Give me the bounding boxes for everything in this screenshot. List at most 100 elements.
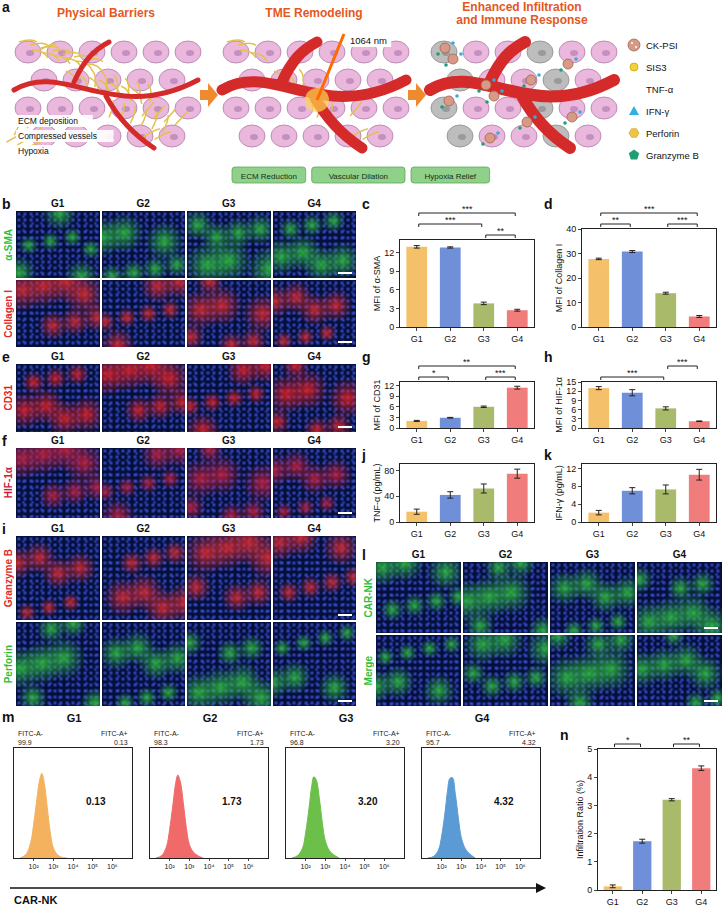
- svg-text:0: 0: [389, 322, 394, 332]
- svg-text:G4: G4: [693, 334, 705, 344]
- svg-text:3: 3: [571, 414, 576, 424]
- svg-text:10⁵: 10⁵: [223, 863, 234, 870]
- svg-text:G2: G2: [626, 435, 638, 445]
- svg-text:Granzyme B: Granzyme B: [646, 150, 699, 161]
- svg-text:0: 0: [587, 885, 592, 895]
- svg-text:0: 0: [571, 322, 576, 332]
- svg-text:***: ***: [627, 368, 638, 378]
- svg-text:G1: G1: [411, 529, 423, 539]
- svg-text:6: 6: [389, 285, 394, 295]
- svg-text:10⁴: 10⁴: [340, 863, 351, 870]
- svg-text:***: ***: [495, 368, 506, 378]
- svg-text:Vascular Dilation: Vascular Dilation: [329, 172, 388, 181]
- svg-text:Enhanced Infiltration: Enhanced Infiltration: [462, 0, 581, 14]
- svg-text:1.73: 1.73: [222, 796, 242, 807]
- svg-text:SIS3: SIS3: [646, 62, 667, 73]
- svg-text:4.32: 4.32: [494, 796, 514, 807]
- svg-text:CK-PSI: CK-PSI: [646, 40, 678, 51]
- svg-text:G1: G1: [593, 435, 605, 445]
- svg-text:Perforin: Perforin: [646, 128, 679, 139]
- svg-text:10⁶: 10⁶: [107, 863, 118, 870]
- svg-text:9: 9: [389, 266, 394, 276]
- svg-text:10²: 10²: [29, 863, 40, 870]
- svg-text:30: 30: [566, 249, 576, 259]
- svg-text:10²: 10²: [301, 863, 312, 870]
- svg-text:20: 20: [566, 273, 576, 283]
- svg-text:TNF-α (pg/mL): TNF-α (pg/mL): [372, 463, 382, 522]
- svg-text:G3: G3: [660, 334, 672, 344]
- svg-text:10²: 10²: [165, 863, 176, 870]
- svg-text:G1: G1: [411, 334, 423, 344]
- svg-text:**: **: [612, 215, 620, 225]
- svg-text:***: ***: [462, 204, 473, 214]
- svg-text:10: 10: [566, 298, 576, 308]
- svg-text:G4: G4: [693, 435, 705, 445]
- svg-text:G2: G2: [626, 334, 638, 344]
- svg-text:Infiltration Ratio (%): Infiltration Ratio (%): [575, 780, 585, 859]
- svg-text:FITC-A+1.73: FITC-A+1.73: [237, 730, 264, 746]
- svg-text:G4: G4: [695, 897, 707, 907]
- svg-text:10⁴: 10⁴: [68, 863, 79, 870]
- svg-text:5: 5: [587, 744, 592, 754]
- svg-text:G2: G2: [626, 529, 638, 539]
- svg-text:MFI of Collagen I: MFI of Collagen I: [554, 244, 564, 313]
- svg-text:12: 12: [384, 381, 394, 391]
- svg-text:10⁴: 10⁴: [476, 863, 487, 870]
- svg-text:0: 0: [571, 423, 576, 433]
- svg-text:6: 6: [571, 405, 576, 415]
- svg-text:G2: G2: [636, 897, 648, 907]
- svg-text:IFN-γ: IFN-γ: [646, 106, 669, 117]
- svg-text:G3: G3: [478, 435, 490, 445]
- svg-text:G4: G4: [693, 529, 705, 539]
- svg-text:FITC-A-95.7: FITC-A-95.7: [426, 730, 452, 746]
- svg-text:TNF-α: TNF-α: [646, 84, 674, 95]
- svg-text:0: 0: [571, 517, 576, 527]
- svg-text:0: 0: [389, 423, 394, 433]
- svg-text:2: 2: [587, 829, 592, 839]
- svg-text:MFI of α-SMA: MFI of α-SMA: [372, 256, 382, 312]
- svg-text:9: 9: [571, 396, 576, 406]
- svg-text:10⁶: 10⁶: [515, 863, 526, 870]
- svg-text:40: 40: [384, 491, 394, 501]
- svg-text:TME Remodeling: TME Remodeling: [265, 6, 362, 20]
- svg-text:ECM deposition: ECM deposition: [18, 116, 78, 126]
- svg-text:G1: G1: [411, 435, 423, 445]
- svg-text:3: 3: [389, 304, 394, 314]
- svg-text:G3: G3: [478, 529, 490, 539]
- svg-text:1: 1: [587, 857, 592, 867]
- svg-text:G3: G3: [666, 897, 678, 907]
- svg-text:IFN-γ (pg/mL): IFN-γ (pg/mL): [554, 465, 564, 521]
- svg-text:**: **: [497, 226, 505, 236]
- svg-text:***: ***: [677, 357, 688, 367]
- svg-text:G1: G1: [593, 529, 605, 539]
- svg-text:FITC-A+0.13: FITC-A+0.13: [101, 730, 128, 746]
- svg-text:10²: 10²: [437, 863, 448, 870]
- svg-text:Hypoxia Relief: Hypoxia Relief: [425, 172, 477, 181]
- svg-text:FITC-A-99.9: FITC-A-99.9: [18, 730, 44, 746]
- svg-text:G2: G2: [444, 435, 456, 445]
- svg-text:MFI of CD31: MFI of CD31: [372, 379, 382, 430]
- svg-text:and Immune Response: and Immune Response: [456, 13, 588, 27]
- svg-text:G4: G4: [511, 529, 523, 539]
- svg-text:40: 40: [566, 224, 576, 234]
- svg-text:**: **: [683, 735, 691, 745]
- svg-text:G3: G3: [660, 435, 672, 445]
- svg-text:10⁴: 10⁴: [204, 863, 215, 870]
- svg-text:10³: 10³: [456, 863, 467, 870]
- svg-text:1064 nm: 1064 nm: [350, 35, 387, 46]
- svg-text:10³: 10³: [320, 863, 331, 870]
- svg-text:15: 15: [566, 377, 576, 387]
- svg-text:***: ***: [644, 204, 655, 214]
- svg-text:G4: G4: [511, 435, 523, 445]
- svg-text:80: 80: [384, 466, 394, 476]
- svg-text:FITC-A+4.32: FITC-A+4.32: [509, 730, 536, 746]
- svg-text:6: 6: [389, 402, 394, 412]
- svg-text:8: 8: [571, 481, 576, 491]
- svg-text:G2: G2: [444, 334, 456, 344]
- svg-text:FITC-A-98.3: FITC-A-98.3: [154, 730, 180, 746]
- svg-text:4: 4: [571, 499, 576, 509]
- svg-text:3.20: 3.20: [358, 796, 378, 807]
- svg-text:10³: 10³: [48, 863, 59, 870]
- svg-text:Physical Barriers: Physical Barriers: [57, 6, 155, 20]
- svg-text:*: *: [432, 368, 436, 378]
